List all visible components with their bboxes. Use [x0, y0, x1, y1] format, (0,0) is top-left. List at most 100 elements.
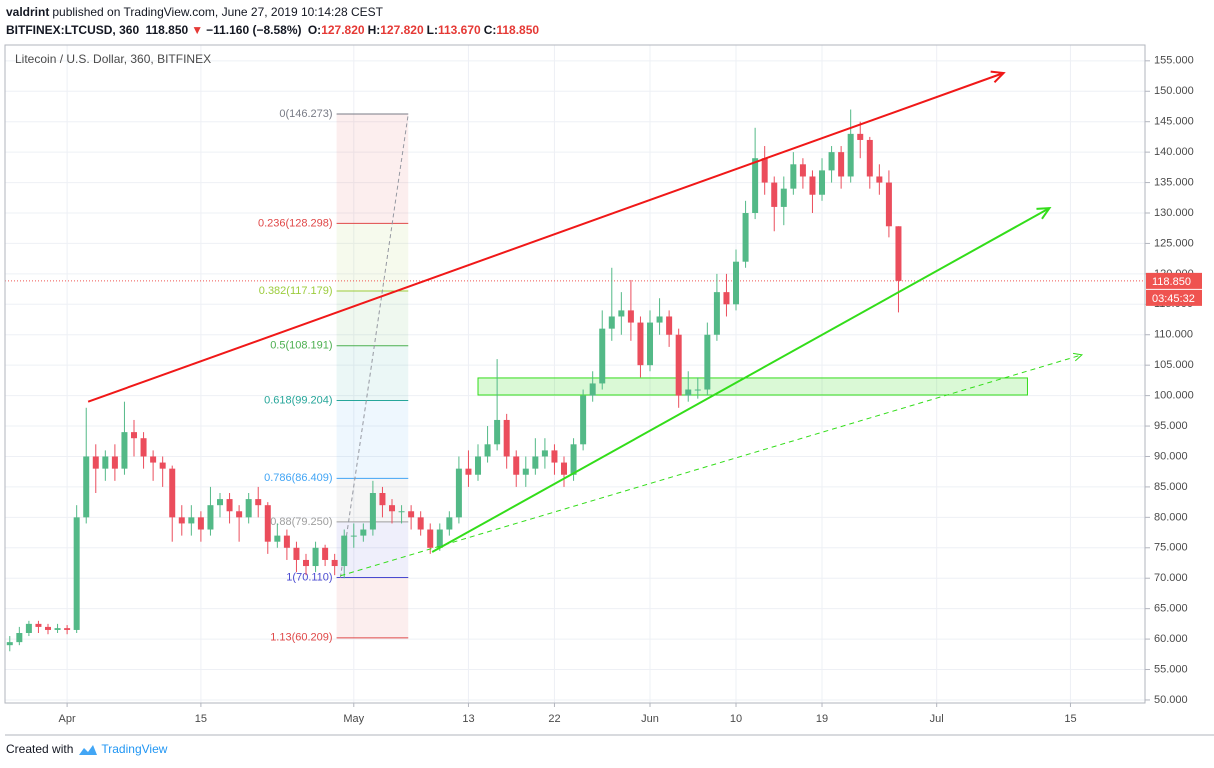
candle-body — [694, 389, 701, 391]
candle-body — [475, 456, 482, 475]
y-tick-label: 140.000 — [1154, 146, 1194, 158]
candle-body — [532, 456, 539, 469]
arrow-head — [990, 70, 1006, 83]
plot-border — [4, 44, 1146, 704]
trend-line — [340, 354, 1083, 577]
candle-body — [83, 456, 90, 518]
candle-body — [408, 511, 415, 518]
candle-body — [637, 322, 644, 366]
ohlc: O:127.820 H:127.820 L:113.670 C:118.850 — [308, 23, 542, 37]
candle-body — [570, 444, 577, 475]
candle-body — [465, 468, 472, 475]
candle-body — [599, 328, 606, 384]
candle-body — [494, 419, 501, 445]
x-tick-label: 13 — [462, 713, 474, 725]
last-price-box — [1146, 272, 1202, 289]
y-tick-label: 90.000 — [1154, 450, 1188, 462]
y-tick-label: 100.000 — [1154, 390, 1194, 402]
candle-body — [389, 505, 396, 512]
publish-line: valdrint published on TradingView.com, Ju… — [6, 5, 386, 19]
candle-body — [685, 389, 692, 396]
change-arrow: ▼ — [191, 23, 204, 37]
candle-body — [522, 468, 529, 475]
candle-body — [895, 226, 902, 281]
y-tick-label: 145.000 — [1154, 116, 1194, 128]
change: −11.160 (−8.58%) — [206, 23, 302, 37]
brand[interactable]: TradingView — [101, 742, 168, 756]
candle-body — [838, 152, 845, 177]
candle-body — [360, 529, 367, 536]
fib-band — [336, 577, 409, 638]
fib-band — [336, 223, 409, 292]
candle-body — [169, 468, 176, 518]
fib-trend — [339, 113, 409, 578]
grid — [5, 45, 1145, 703]
fib-label: 1(70.110) — [286, 571, 332, 583]
fib-label: 0.5(108.191) — [270, 340, 332, 352]
candle-body — [341, 535, 348, 567]
candle-body — [561, 462, 568, 475]
symbol-line: BITFINEX:LTCUSD, 360 118.850 ▼ −11.160 (−8… — [6, 23, 545, 37]
candle-body — [723, 292, 730, 305]
last-price-label: 118.850 — [1152, 276, 1191, 288]
candle-body — [647, 322, 654, 366]
fib-band — [336, 113, 409, 224]
candle-body — [618, 310, 625, 317]
logo — [79, 744, 98, 755]
candle-body — [627, 310, 634, 323]
candle-body — [876, 176, 883, 183]
candle-body — [819, 170, 826, 195]
candle-body — [704, 334, 711, 390]
y-tick-label: 70.000 — [1154, 572, 1188, 584]
fib-label: 1.13(60.209) — [270, 632, 332, 644]
candle-body — [799, 164, 806, 177]
x-tick-label: 10 — [730, 713, 742, 725]
publisher[interactable]: valdrint — [6, 5, 50, 19]
candle-body — [484, 444, 491, 457]
candle-body — [226, 499, 233, 512]
candle-body — [551, 450, 558, 463]
created: Created with — [6, 742, 74, 756]
footer: Created with TradingView — [6, 742, 167, 757]
candle-body — [885, 182, 892, 227]
published: published on TradingView.com, June 27, 2… — [52, 5, 384, 19]
last: 118.850 — [145, 23, 189, 37]
candle-body — [303, 559, 310, 567]
arrow-head — [1036, 207, 1052, 220]
y-tick-label: 55.000 — [1154, 663, 1188, 675]
candle-body — [16, 633, 23, 643]
symbol: BITFINEX:LTCUSD, 360 — [6, 23, 140, 37]
candle-body — [178, 517, 185, 524]
candle-body — [140, 438, 147, 457]
y-tick-label: 50.000 — [1154, 694, 1188, 706]
fib-label: 0.382(117.179) — [259, 285, 333, 297]
candle-body — [322, 547, 329, 560]
candle-body — [188, 517, 195, 524]
chart-title: Litecoin / U.S. Dollar, 360, BITFINEX — [15, 52, 211, 66]
y-tick-label: 105.000 — [1154, 359, 1194, 371]
candle-body — [312, 547, 319, 567]
candle-body — [580, 395, 587, 445]
fib-band — [336, 345, 409, 401]
candle-body — [6, 642, 13, 646]
ohlc-value: 118.850 — [496, 23, 540, 37]
countdown: 03:45:32 — [1152, 293, 1195, 305]
candle-body — [656, 316, 663, 323]
candle-body — [713, 292, 720, 335]
candle-body — [771, 182, 778, 207]
candle-body — [446, 517, 453, 530]
candle-body — [847, 133, 854, 177]
candle-body — [207, 505, 214, 530]
candle-body — [45, 626, 52, 630]
trend-line — [87, 72, 1004, 403]
fib-label: 0.618(99.204) — [264, 394, 333, 406]
ohlc-value: 127.820 — [321, 23, 365, 37]
candle-body — [427, 529, 434, 548]
candle-body — [217, 499, 224, 506]
x-tick-label: 22 — [548, 713, 560, 725]
y-tick-label: 80.000 — [1154, 511, 1188, 523]
candle-body — [92, 456, 99, 469]
y-tick-label: 125.000 — [1154, 237, 1194, 249]
